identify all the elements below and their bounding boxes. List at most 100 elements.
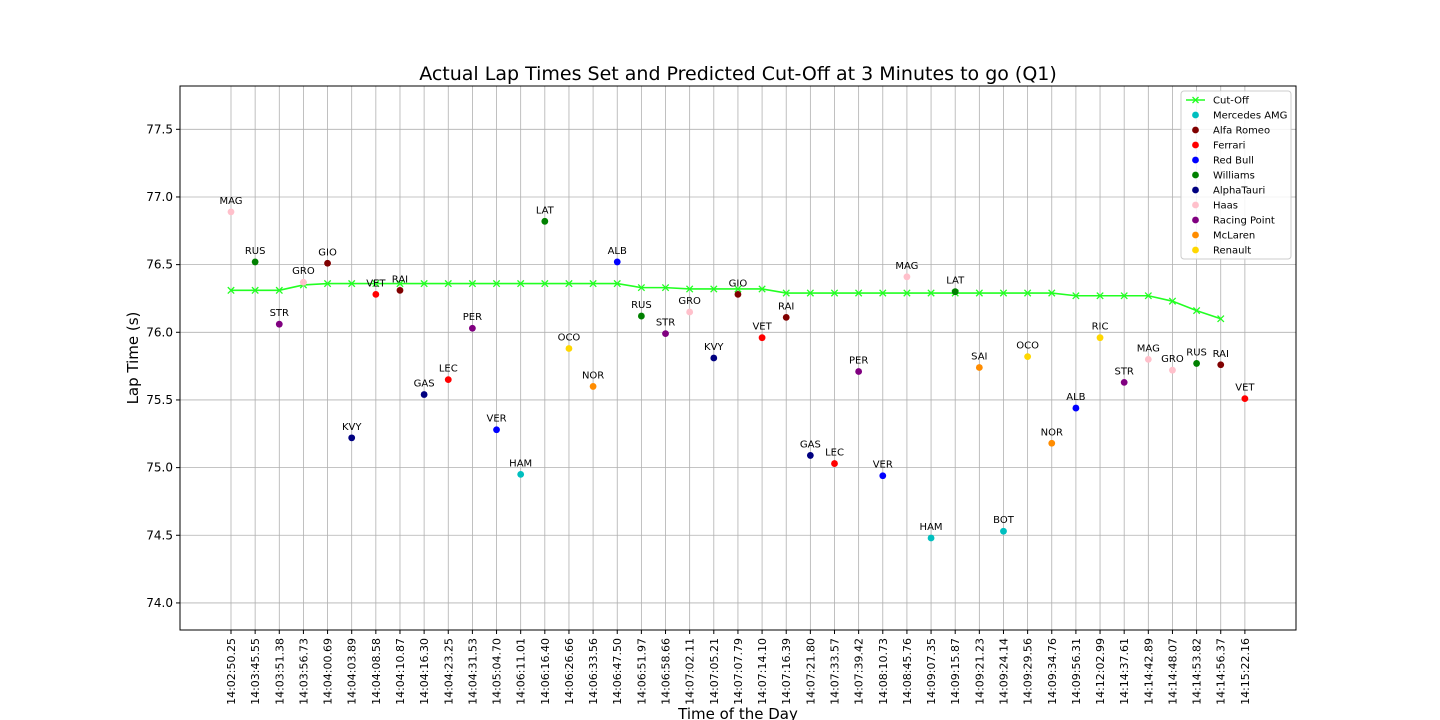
cutoff-marker	[1096, 292, 1104, 300]
legend-label: McLaren	[1213, 231, 1255, 242]
x-tick-label: 14:09:34.76	[1046, 638, 1059, 705]
lap-point	[1120, 378, 1128, 386]
cutoff-marker-stroke	[492, 279, 501, 288]
driver-label: GIO	[729, 278, 748, 289]
cutoff-marker-stroke	[275, 286, 283, 294]
cutoff-marker	[468, 279, 477, 288]
legend-label: Red Bull	[1213, 156, 1254, 167]
legend-entry: Mercedes AMG	[1192, 111, 1287, 122]
cutoff-marker	[999, 289, 1008, 297]
legend-label: AlphaTauri	[1213, 186, 1265, 197]
cutoff-marker	[275, 286, 283, 294]
x-tick-label: 14:09:29.56	[1022, 638, 1035, 705]
cutoff-marker-stroke	[1072, 292, 1080, 300]
lap-point	[927, 534, 935, 542]
legend: Cut-Off Mercedes AMG Alfa Romeo Ferrari Red …	[1180, 90, 1292, 260]
cutoff-marker-stroke	[541, 279, 549, 288]
driver-label: KVY	[342, 422, 362, 433]
cutoff-marker-stroke	[975, 289, 983, 297]
cutoff-series	[227, 279, 1225, 323]
lap-point	[1217, 361, 1225, 369]
driver-label: KVY	[704, 342, 724, 353]
x-tick-label: 14:09:56.31	[1070, 638, 1083, 705]
legend-entry: AlphaTauri	[1192, 186, 1265, 197]
x-tick-label: 14:05:04.70	[491, 638, 504, 705]
driver-label: PER	[463, 312, 482, 323]
lap-point	[879, 472, 887, 480]
cutoff-marker	[1023, 289, 1032, 297]
legend-marker	[1192, 216, 1199, 224]
legend-entry-cutoff: Cut-Off	[1186, 96, 1250, 107]
cutoff-marker-stroke	[613, 279, 621, 288]
lap-point	[227, 208, 235, 216]
x-tick-label: 14:02:50.25	[225, 638, 238, 705]
cutoff-marker-stroke	[1144, 292, 1152, 300]
driver-label: MAG	[895, 261, 918, 272]
cutoff-marker	[806, 289, 815, 297]
cutoff-marker	[1192, 306, 1201, 315]
x-tick-label: 14:06:11.01	[515, 638, 528, 705]
driver-label: VER	[873, 460, 893, 471]
cutoff-marker-stroke	[710, 285, 718, 293]
cutoff-marker-stroke	[444, 279, 452, 288]
lap-point	[903, 273, 911, 281]
driver-label: VET	[752, 322, 772, 333]
driver-label: LEC	[439, 364, 458, 375]
lap-point	[662, 330, 669, 338]
x-tick-label: 14:06:51.97	[635, 638, 648, 705]
lap-point	[565, 345, 573, 352]
lap-point	[1024, 353, 1032, 361]
cutoff-marker	[227, 286, 235, 294]
cutoff-marker	[661, 283, 670, 292]
cutoff-marker	[903, 289, 911, 297]
cutoff-marker	[492, 279, 501, 288]
lap-point	[1169, 366, 1176, 374]
x-tick-label: 14:07:07.79	[732, 638, 745, 705]
driver-label: ALB	[1066, 392, 1085, 403]
lap-point	[758, 334, 766, 342]
driver-label: SAI	[971, 351, 987, 362]
cutoff-marker-stroke	[517, 279, 525, 288]
y-tick-label: 77.5	[146, 122, 173, 136]
legend-cutoff-marker	[1192, 96, 1199, 104]
y-tick-label: 74.0	[146, 596, 173, 610]
legend-label: Mercedes AMG	[1213, 111, 1287, 122]
legend-label: Racing Point	[1213, 216, 1275, 227]
driver-label: VET	[366, 278, 386, 289]
x-tick-label: 14:04:08.58	[370, 638, 383, 705]
cutoff-marker-stroke	[565, 279, 573, 288]
cutoff-marker	[879, 289, 887, 297]
cutoff-marker	[541, 279, 549, 288]
cutoff-marker-stroke	[589, 279, 597, 288]
cutoff-marker	[686, 285, 694, 293]
lap-point	[541, 217, 549, 225]
cutoff-marker-stroke	[830, 289, 839, 297]
y-tick-label: 76.5	[146, 258, 173, 272]
cutoff-marker-stroke	[1168, 297, 1177, 305]
cutoff-marker-stroke	[854, 289, 863, 297]
cutoff-marker	[830, 289, 839, 297]
y-tick-label: 74.5	[146, 528, 173, 542]
lap-point	[1241, 395, 1249, 402]
driver-label: GAS	[800, 439, 821, 450]
cutoff-marker	[1048, 289, 1056, 297]
driver-label: RAI	[392, 274, 408, 285]
chart-title: Actual Lap Times Set and Predicted Cut-O…	[419, 63, 1057, 85]
legend-marker	[1192, 126, 1199, 134]
lap-point	[710, 354, 718, 362]
legend-marker	[1192, 141, 1199, 149]
legend-label: Haas	[1213, 201, 1238, 212]
cutoff-marker	[323, 279, 332, 288]
driver-label: VER	[486, 414, 506, 425]
cutoff-marker-stroke	[999, 289, 1008, 297]
lap-point	[782, 314, 790, 321]
x-tick-label: 14:07:14.10	[756, 638, 769, 705]
cutoff-marker-stroke	[661, 283, 670, 292]
cutoff-marker-stroke	[1120, 292, 1128, 300]
x-tick-label: 14:12:02.99	[1094, 638, 1107, 705]
x-tick-label: 14:06:33.56	[587, 638, 600, 705]
cutoff-marker	[637, 283, 646, 292]
x-tick-label: 14:07:21.80	[804, 638, 817, 705]
cutoff-marker	[854, 289, 863, 297]
driver-label: RAI	[778, 301, 794, 312]
